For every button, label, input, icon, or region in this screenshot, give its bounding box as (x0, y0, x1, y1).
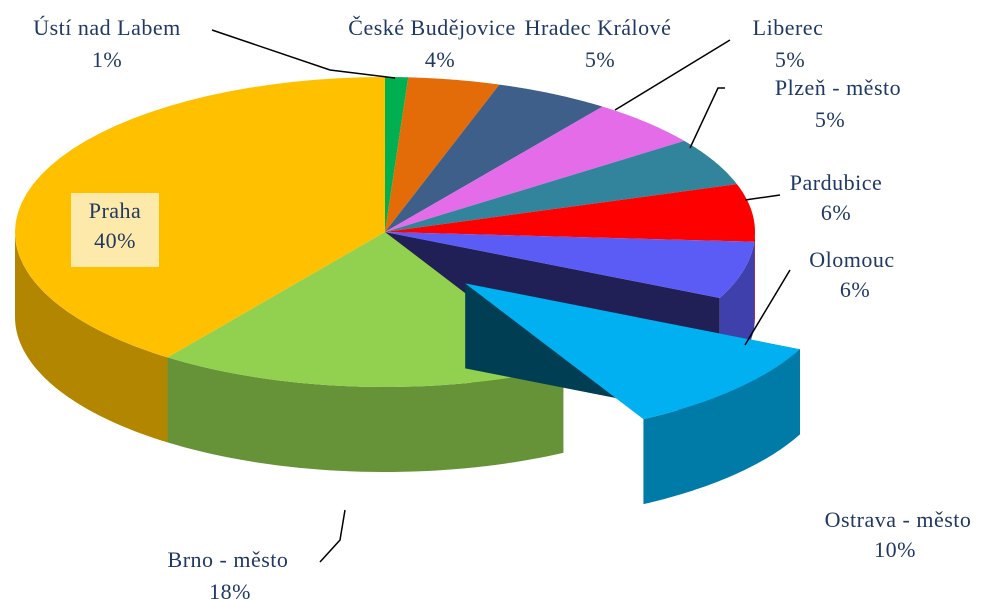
slice-wall (15, 232, 168, 443)
slice (385, 84, 603, 232)
data-label-value: 1% (92, 47, 122, 72)
data-label-value: 18% (209, 579, 251, 602)
slice-wall (167, 357, 564, 472)
slice (385, 140, 737, 232)
slice (385, 77, 500, 233)
slice-wall (643, 349, 800, 505)
leader-line (744, 194, 781, 201)
data-label-value: 40% (94, 228, 136, 253)
leader-line (744, 269, 791, 346)
slice (15, 77, 385, 358)
data-label-name: Liberec (753, 15, 824, 40)
data-label-value: 10% (874, 537, 916, 562)
data-label-value: 6% (821, 200, 851, 225)
slice-wall (754, 232, 755, 327)
leader-line (211, 29, 396, 79)
slice (385, 77, 409, 232)
label-background (71, 193, 159, 267)
data-label-name: Pardubice (790, 170, 882, 195)
slice (167, 232, 564, 387)
slice (385, 106, 685, 232)
data-label-name: Ústí nad Labem (33, 15, 181, 40)
data-label-name: Olomouc (809, 247, 894, 272)
slice (385, 184, 755, 242)
data-label-value: 4% (425, 47, 455, 72)
data-label-name: Praha (89, 198, 142, 223)
data-label-name: Plzeň - město (775, 75, 901, 100)
data-label-value: 5% (775, 47, 805, 72)
leader-line (319, 509, 346, 563)
data-label-name: České Budějovice (348, 15, 515, 40)
data-label-value: 6% (840, 277, 870, 302)
data-label-value: 5% (815, 107, 845, 132)
data-label-name: Hradec Králové (525, 15, 672, 40)
data-label-name: Brno - město (168, 547, 289, 572)
slice (465, 283, 800, 420)
data-label-value: 5% (585, 47, 615, 72)
slice (385, 232, 755, 298)
leader-line (689, 87, 725, 149)
data-label-name: Ostrava - město (825, 507, 972, 532)
leader-line (614, 39, 731, 111)
